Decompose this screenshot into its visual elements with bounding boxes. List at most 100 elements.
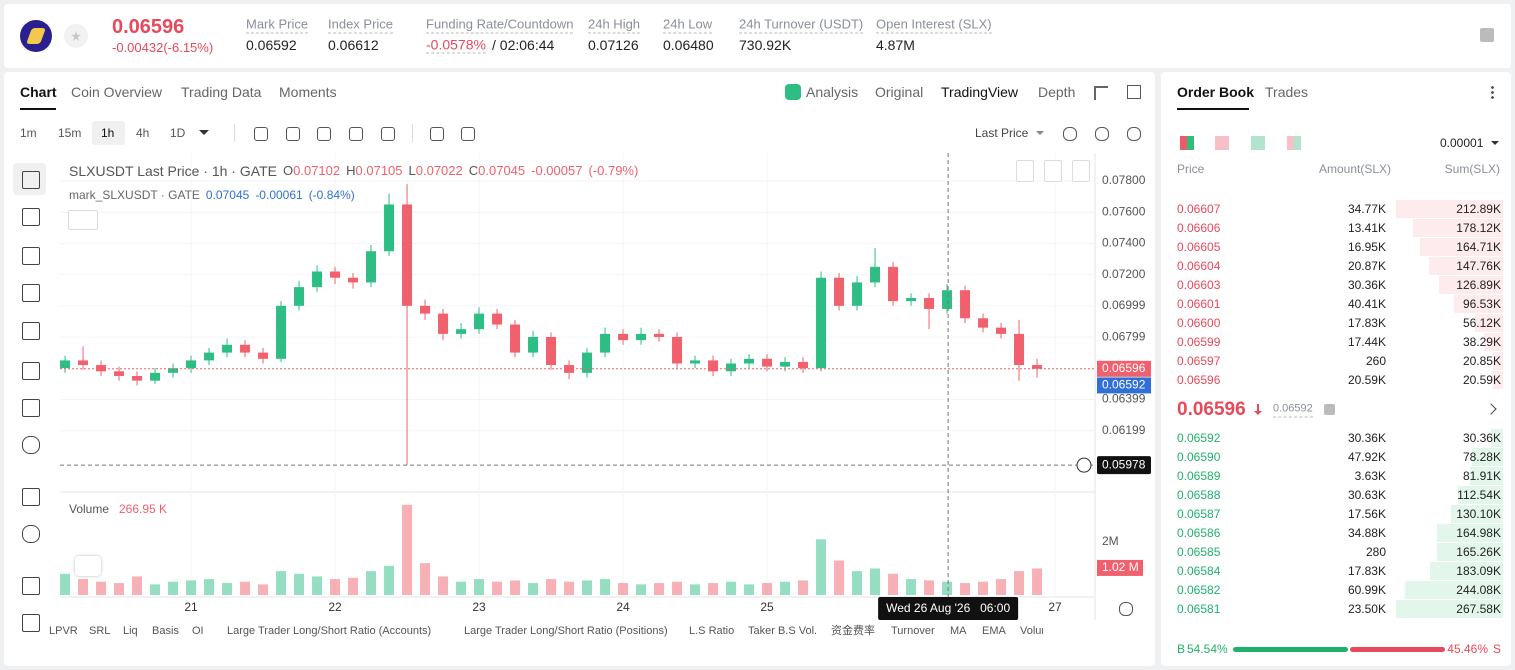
drawing-tool[interactable] bbox=[22, 247, 40, 265]
toolbar-icon[interactable] bbox=[461, 127, 475, 141]
toolbar-icon[interactable] bbox=[381, 127, 395, 141]
indicator[interactable]: Liq bbox=[123, 625, 138, 637]
candle-body bbox=[744, 358, 755, 364]
interval[interactable]: 1D bbox=[170, 126, 186, 140]
interval[interactable]: 15m bbox=[58, 126, 82, 140]
price-source[interactable]: Last Price bbox=[975, 126, 1029, 140]
indicator[interactable]: Basis bbox=[152, 625, 179, 637]
precision[interactable]: 0.00001 bbox=[1440, 136, 1484, 150]
indicator[interactable]: Volume bbox=[1020, 625, 1043, 637]
view-tab[interactable]: TradingView bbox=[941, 84, 1019, 100]
drawing-tool[interactable] bbox=[22, 525, 40, 543]
toolbar-divider bbox=[234, 124, 235, 142]
candle-body bbox=[996, 327, 1007, 334]
chart-tab[interactable]: Coin Overview bbox=[71, 84, 163, 100]
ob-amount: 60.99K bbox=[1347, 583, 1386, 597]
candle-body bbox=[906, 298, 917, 302]
header-icon[interactable] bbox=[1480, 28, 1494, 42]
toolbar-icon[interactable] bbox=[1127, 127, 1141, 141]
indicator[interactable]: OI bbox=[192, 625, 204, 637]
indicator[interactable]: Turnover bbox=[891, 625, 935, 637]
toolbar-icon[interactable] bbox=[254, 127, 268, 141]
ob-tab[interactable]: Trades bbox=[1265, 84, 1309, 100]
layout-toggle[interactable] bbox=[1180, 136, 1194, 150]
chart-control[interactable] bbox=[1016, 160, 1034, 182]
view-tab[interactable]: Analysis bbox=[806, 84, 859, 100]
toolbar-icon[interactable] bbox=[349, 127, 363, 141]
indicator[interactable]: EMA bbox=[982, 625, 1006, 637]
toolbar-icon[interactable] bbox=[1063, 127, 1077, 141]
interval[interactable]: 4h bbox=[136, 126, 150, 140]
chart-tab[interactable]: Trading Data bbox=[181, 84, 262, 100]
drawing-tool[interactable] bbox=[22, 362, 40, 380]
chart-control[interactable] bbox=[1072, 160, 1090, 182]
indicator[interactable]: L.S Ratio bbox=[689, 625, 735, 637]
toolbar-icon[interactable] bbox=[1095, 127, 1109, 141]
ob-sum: 30.36K bbox=[1462, 431, 1501, 445]
ratio-sell: 45.46% bbox=[1447, 642, 1488, 656]
chart-tab[interactable]: Moments bbox=[279, 84, 337, 100]
volume-bar bbox=[834, 560, 845, 595]
volume-bar bbox=[978, 581, 989, 595]
drawing-tool[interactable] bbox=[22, 436, 40, 454]
toolbar-icon[interactable] bbox=[317, 127, 331, 141]
drawing-tool[interactable] bbox=[22, 488, 40, 506]
candle-body bbox=[960, 290, 971, 319]
volume-bar bbox=[762, 583, 773, 595]
drawing-tool[interactable] bbox=[22, 399, 40, 417]
indicator[interactable]: Large Trader Long/Short Ratio (Positions… bbox=[464, 625, 668, 637]
collapse-button[interactable] bbox=[68, 210, 98, 230]
toolbar-icon[interactable] bbox=[430, 127, 444, 141]
drawing-tool[interactable] bbox=[22, 614, 40, 632]
drawing-tool[interactable] bbox=[22, 284, 40, 302]
layout-toggle[interactable] bbox=[1287, 136, 1301, 150]
candle-body bbox=[312, 271, 323, 288]
indicator[interactable]: 资金费率 bbox=[831, 625, 875, 637]
ratio-buy-bar bbox=[1233, 647, 1348, 652]
chart-tab[interactable]: Chart bbox=[20, 84, 57, 100]
candle-body bbox=[240, 344, 251, 353]
drawing-tool[interactable] bbox=[22, 577, 40, 595]
ob-price: 0.06604 bbox=[1177, 259, 1221, 273]
volume-bar bbox=[78, 579, 89, 595]
chart-control[interactable] bbox=[1044, 160, 1062, 182]
layout-toggle[interactable] bbox=[1251, 136, 1265, 150]
favorite-button[interactable] bbox=[64, 24, 88, 48]
star-icon bbox=[71, 31, 81, 41]
drawing-tool[interactable] bbox=[22, 322, 40, 340]
ob-price: 0.06603 bbox=[1177, 278, 1221, 292]
drawing-tool[interactable] bbox=[22, 171, 40, 189]
volume-bar bbox=[240, 581, 251, 595]
volume-bar bbox=[222, 583, 233, 595]
interval[interactable]: 1m bbox=[20, 126, 37, 140]
depth-bar bbox=[1405, 581, 1503, 599]
crosshair-price-box bbox=[1097, 456, 1151, 475]
indicator[interactable]: Large Trader Long/Short Ratio (Accounts) bbox=[227, 625, 432, 637]
settings-icon[interactable] bbox=[1119, 602, 1133, 616]
view-tab[interactable]: Original bbox=[875, 84, 924, 100]
chart-legend: SLXUSDT Last Price · 1h · GATE O0.07102 H0… bbox=[69, 162, 769, 180]
candle-body bbox=[618, 333, 629, 341]
toolbar-icon[interactable] bbox=[286, 127, 300, 141]
candle-body bbox=[780, 361, 791, 367]
ob-price: 0.06589 bbox=[1177, 469, 1221, 483]
ob-price: 0.06606 bbox=[1177, 221, 1221, 235]
stat-label: 24h High bbox=[588, 16, 641, 34]
indicator[interactable]: LPVR bbox=[49, 625, 78, 637]
indicator[interactable]: Taker B.S Vol. bbox=[748, 625, 818, 637]
stat-value: 0.06480 bbox=[663, 37, 714, 53]
stat-value: 0.06592 bbox=[246, 37, 297, 53]
volume-bar bbox=[636, 584, 647, 595]
layout-toggle[interactable] bbox=[1215, 136, 1229, 150]
ob-tab[interactable]: Order Book bbox=[1177, 84, 1255, 100]
legend-item: (-0.79%) bbox=[588, 162, 638, 180]
drawing-tool[interactable] bbox=[22, 208, 40, 226]
ob-price: 0.06581 bbox=[1177, 602, 1221, 616]
x-tick-label: 21 bbox=[184, 600, 198, 614]
indicator[interactable]: MA bbox=[950, 625, 967, 637]
tab-underline bbox=[1177, 108, 1249, 110]
interval[interactable]: 1h bbox=[101, 126, 115, 140]
view-tab[interactable]: Depth bbox=[1038, 84, 1076, 100]
indicator[interactable]: SRL bbox=[89, 625, 111, 637]
candle-body bbox=[456, 329, 467, 334]
